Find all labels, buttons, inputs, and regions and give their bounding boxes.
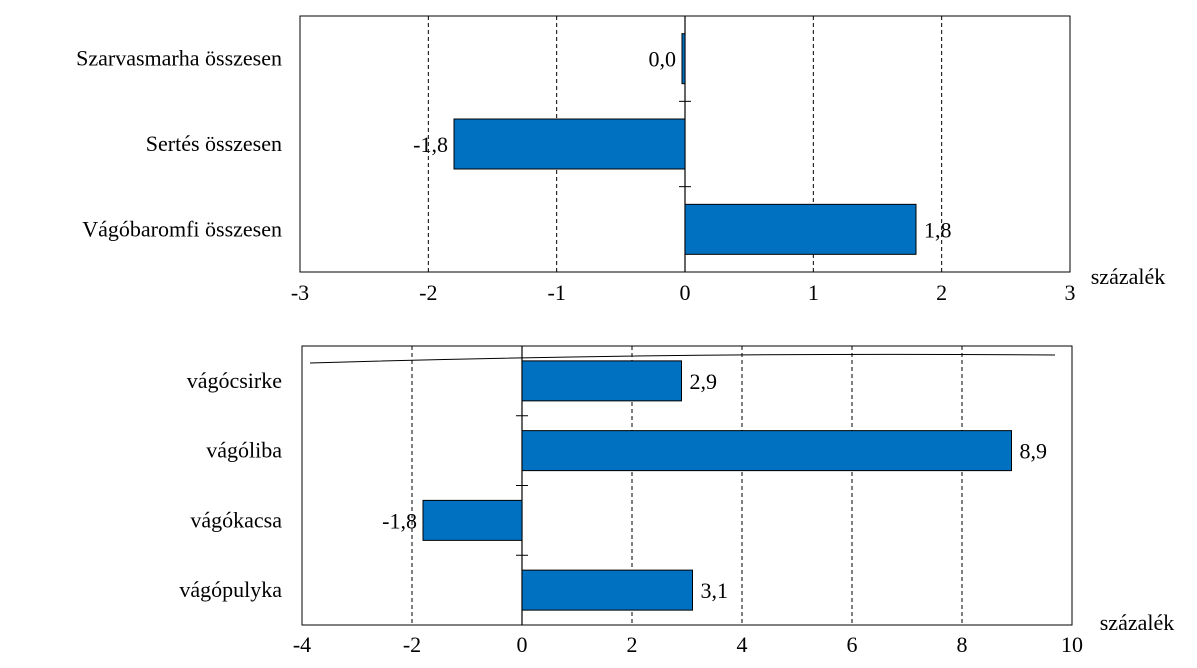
x-tick-label: 2 xyxy=(627,632,638,657)
data-label: -1,8 xyxy=(382,508,417,533)
category-label: vágócsirke xyxy=(187,368,282,393)
x-tick-label: 2 xyxy=(936,280,947,305)
x-tick-label: -4 xyxy=(293,632,311,657)
category-label: vágókacsa xyxy=(190,507,282,532)
x-tick-label: 1 xyxy=(808,280,819,305)
data-label: 1,8 xyxy=(924,217,952,242)
x-tick-label: -2 xyxy=(419,280,437,305)
bar xyxy=(521,430,1012,472)
x-tick-label: 10 xyxy=(1061,632,1083,657)
x-tick-label: -3 xyxy=(291,280,309,305)
bar xyxy=(521,360,682,402)
data-label: -1,8 xyxy=(413,132,448,157)
bar xyxy=(684,203,917,255)
category-label: Vágóbaromfi összesen xyxy=(82,216,282,241)
panel-separator-line xyxy=(309,353,1056,364)
category-label: vágóliba xyxy=(206,438,282,463)
data-label: 2,9 xyxy=(690,369,718,394)
x-tick-label: 8 xyxy=(957,632,968,657)
data-label: 3,1 xyxy=(701,578,729,603)
x-tick-label: 0 xyxy=(680,280,691,305)
bar xyxy=(521,569,693,611)
x-tick-label: 4 xyxy=(737,632,748,657)
bar xyxy=(681,33,686,85)
x-tick-label: 0 xyxy=(517,632,528,657)
data-label: 8,9 xyxy=(1020,439,1048,464)
x-axis-label: százalék xyxy=(1100,610,1175,635)
x-axis-label: százalék xyxy=(1091,264,1166,289)
bar xyxy=(453,118,686,170)
x-tick-label: 6 xyxy=(847,632,858,657)
x-tick-label: -1 xyxy=(548,280,566,305)
bar xyxy=(422,499,523,541)
category-label: Sertés összesen xyxy=(146,131,282,156)
x-tick-label: -2 xyxy=(403,632,421,657)
x-tick-label: 3 xyxy=(1065,280,1076,305)
category-label: Szarvasmarha összesen xyxy=(76,46,282,71)
category-label: vágópulyka xyxy=(179,577,282,602)
data-label: 0,0 xyxy=(649,47,677,72)
